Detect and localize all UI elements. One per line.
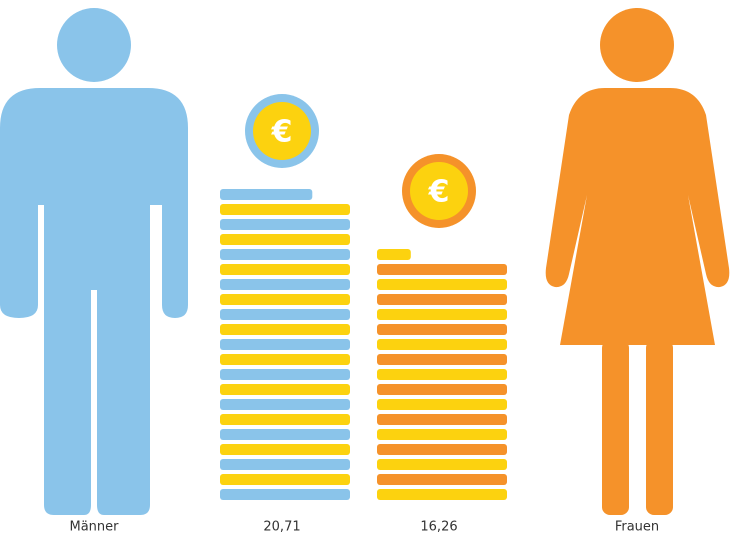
coin-strip (220, 399, 350, 410)
coin-strip (220, 339, 350, 350)
coin-strip (220, 189, 313, 200)
coin-strip (377, 474, 507, 485)
woman-leg (602, 340, 629, 515)
coin-symbol: € (271, 115, 293, 150)
value-label: 20,71 (263, 520, 300, 535)
coin-strip (377, 339, 507, 350)
coin-strip (220, 429, 350, 440)
coin-strip (220, 264, 350, 275)
value-label: 16,26 (420, 520, 457, 535)
coin-strip (377, 249, 411, 260)
coin-symbol: € (428, 175, 450, 210)
coin-strip (377, 279, 507, 290)
coin-strip (377, 489, 507, 500)
category-label: Männer (69, 520, 119, 535)
woman-leg (646, 340, 673, 515)
coin (410, 162, 468, 220)
coin-strip (377, 429, 507, 440)
coin-strip (377, 264, 507, 275)
coin-strip (220, 489, 350, 500)
coin-strip (220, 459, 350, 470)
coin-strip (220, 324, 350, 335)
coin-strip (220, 249, 350, 260)
coin-stack (220, 189, 350, 500)
coin-strip (377, 384, 507, 395)
coin-strip (377, 309, 507, 320)
coin-strip (220, 444, 350, 455)
coin-strip (377, 354, 507, 365)
coin-strip (377, 459, 507, 470)
woman-figure (545, 8, 730, 515)
woman-head (600, 8, 674, 82)
coin-strip (220, 369, 350, 380)
coin-strip (220, 234, 350, 245)
category-label: Frauen (615, 520, 659, 535)
coin-strip (377, 294, 507, 305)
coin-strip (220, 474, 350, 485)
coin-strip (220, 309, 350, 320)
woman-dress (545, 88, 730, 345)
coin-strip (377, 444, 507, 455)
coin-strip (220, 279, 350, 290)
man-body (0, 88, 188, 515)
coin-strip (377, 399, 507, 410)
coin-stack (377, 249, 507, 500)
man-head (57, 8, 131, 82)
coin-strip (220, 384, 350, 395)
coin-strip (220, 414, 350, 425)
coin-strip (220, 294, 350, 305)
coin-strip (377, 369, 507, 380)
coin-strip (220, 219, 350, 230)
coin-strip (220, 204, 350, 215)
coin (253, 102, 311, 160)
coin-strip (377, 324, 507, 335)
man-figure (0, 8, 188, 515)
coin-strip (377, 414, 507, 425)
coin-strip (220, 354, 350, 365)
